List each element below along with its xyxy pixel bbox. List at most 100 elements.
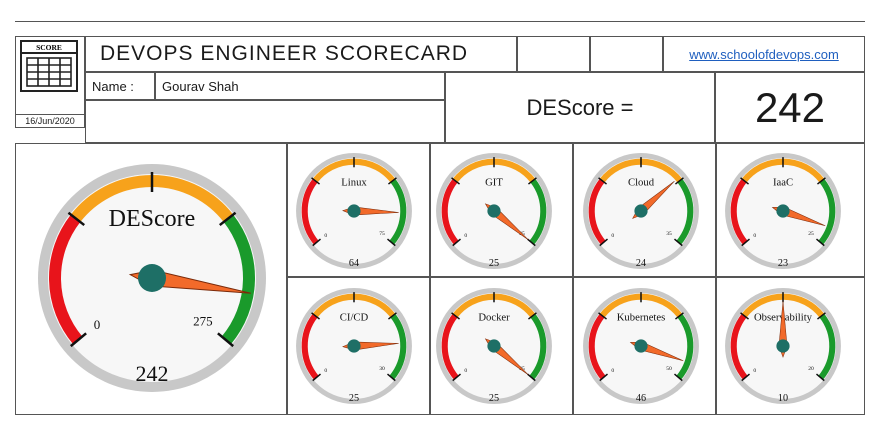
gauge-iaac: IaaC 0 25 23 — [725, 153, 841, 269]
gauge-hub — [487, 204, 501, 218]
gauge-tick — [527, 312, 537, 320]
gauge-title: DEScore — [109, 206, 196, 232]
gauge-tick — [599, 238, 609, 247]
gauge-tick — [312, 373, 322, 382]
gauge-value-label: 25 — [489, 258, 499, 269]
gauge-title: CI/CD — [340, 312, 369, 324]
gauge-hub — [138, 264, 166, 292]
gauge-hub — [776, 204, 790, 218]
gauge-tick — [69, 332, 87, 348]
gauge-tick — [67, 211, 86, 227]
gauge-tick — [740, 312, 750, 320]
gauge-cell-linux — [287, 143, 430, 277]
gauge-tick — [387, 312, 397, 320]
gauge-value-label: 46 — [636, 393, 646, 404]
gauge-min-label: 0 — [611, 233, 614, 239]
gauge-tick — [312, 238, 322, 247]
gauge-tick — [311, 177, 321, 185]
gauge-tick — [527, 177, 537, 185]
gauge-value-label: 242 — [136, 361, 169, 386]
gauge-value-label: 25 — [489, 393, 499, 404]
gauge-band-red — [588, 313, 606, 380]
gauge-band-red — [301, 178, 319, 245]
gauge-max-label: 25 — [808, 231, 814, 237]
gauge-band-green — [221, 214, 255, 345]
gauge-min-label: 0 — [464, 233, 467, 239]
score-value: 242 — [715, 72, 865, 143]
gauge-hub — [634, 204, 648, 218]
gauge-tick — [740, 177, 750, 185]
gauge-band-red — [441, 313, 459, 380]
page-title: DEVOPS ENGINEER SCORECARD — [85, 36, 517, 72]
blank-row-cell — [85, 100, 445, 143]
name-field[interactable]: Gourav Shah — [155, 72, 445, 100]
gauge-tick — [386, 373, 396, 382]
gauge-min-label: 0 — [324, 368, 327, 374]
gauge-max-label: 30 — [379, 366, 385, 372]
gauge-hub — [347, 339, 361, 353]
gauge-cell-iaac — [716, 143, 865, 277]
gauge-hub — [347, 204, 361, 218]
gauge-title: Docker — [478, 312, 510, 324]
gauge-tick — [217, 332, 235, 348]
gauge-max-label: 75 — [379, 231, 385, 237]
gauge-tick — [673, 238, 683, 247]
gauge-title: Kubernetes — [617, 312, 666, 324]
gauge-min-label: 0 — [611, 368, 614, 374]
gauge-cell-kubernetes — [573, 277, 716, 415]
gauge-tick — [451, 177, 461, 185]
gauge-tick — [387, 177, 397, 185]
gauge-value-label: 10 — [778, 393, 788, 404]
name-label: Name : — [85, 72, 155, 100]
gauge-tick — [599, 373, 609, 382]
gauge-min-label: 0 — [753, 368, 756, 374]
gauge-linux: Linux 0 75 64 — [296, 153, 412, 269]
gauge-tick — [218, 211, 237, 227]
gauge-cell-descore — [15, 143, 287, 415]
gauge-kubernetes: Kubernetes 0 50 46 — [583, 288, 699, 404]
header-blank-cell — [517, 36, 590, 72]
gauge-tick — [598, 177, 608, 185]
gauge-git: GIT02525 — [436, 153, 552, 269]
gauge-cell-cicd — [287, 277, 430, 415]
gauge-cell-git — [430, 143, 573, 277]
gauge-tick — [452, 373, 462, 382]
gauge-band-green — [818, 178, 836, 245]
gauge-cell-cloud — [573, 143, 716, 277]
gauge-hub — [487, 339, 501, 353]
gauge-tick — [816, 312, 826, 320]
gauge-value-label: 64 — [349, 258, 359, 269]
gauge-observability: Observability02010 — [725, 288, 841, 404]
gauge-cloud: Cloud 0 35 24 — [583, 153, 699, 269]
gauge-tick — [598, 312, 608, 320]
header-blank-cell — [590, 36, 663, 72]
gauge-tick — [673, 373, 683, 382]
gauge-band-red — [730, 178, 748, 245]
gauge-band-red — [441, 178, 459, 245]
gauge-min-label: 0 — [464, 368, 467, 374]
gauge-tick — [452, 238, 462, 247]
gauge-max-label: 35 — [666, 231, 672, 237]
gauge-descore: DEScore 0 275 242 — [38, 164, 266, 392]
gauge-cicd: CI/CD 0 30 25 — [296, 288, 412, 404]
gauge-band-red — [301, 313, 319, 380]
gauge-tick — [816, 177, 826, 185]
gauge-band-green — [529, 178, 547, 245]
logo-text: SCORE — [36, 43, 62, 52]
gauge-tick — [741, 373, 751, 382]
gauge-band-green — [676, 313, 694, 380]
gauge-band-red — [730, 313, 748, 380]
gauge-docker: Docker02525 — [436, 288, 552, 404]
gauge-tick — [526, 373, 536, 382]
date-cell: 16/Jun/2020 — [15, 114, 85, 128]
gauge-title: Cloud — [628, 177, 655, 189]
gauge-tick — [386, 238, 396, 247]
gauge-tick — [311, 312, 321, 320]
gauge-band-red — [588, 178, 606, 245]
score-label: DEScore = — [445, 72, 715, 143]
gauge-band-green — [389, 178, 407, 245]
gauge-value-label: 24 — [636, 258, 646, 269]
website-link[interactable]: www.schoolofdevops.com — [663, 36, 865, 72]
gauge-tick — [674, 177, 684, 185]
gauge-tick — [815, 238, 825, 247]
